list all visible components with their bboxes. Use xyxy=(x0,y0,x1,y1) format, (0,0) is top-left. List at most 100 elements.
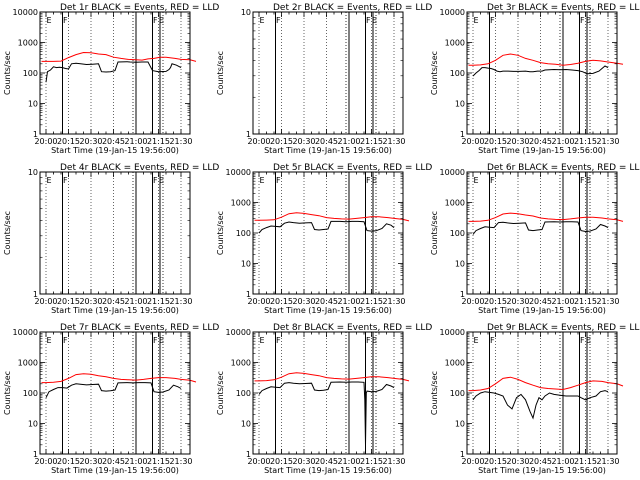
y-tick-label: 10000 xyxy=(440,328,465,337)
flag-label: E xyxy=(586,176,591,185)
y-axis-label: Counts/sec xyxy=(430,371,439,415)
x-tick-label: 21:30 xyxy=(382,297,405,306)
flag-label: F xyxy=(153,16,158,25)
y-tick-label: 1 xyxy=(33,130,38,139)
x-tick-label: 20:45 xyxy=(315,457,338,466)
series-events xyxy=(472,65,609,77)
x-tick-label: 21:00 xyxy=(124,137,147,146)
flag-label: F xyxy=(153,336,158,345)
y-axis-label: Counts/sec xyxy=(430,51,439,95)
x-axis-label: Start Time (19-Jan-15 19:56:00) xyxy=(264,146,392,155)
flag-label: E xyxy=(474,336,479,345)
series-lld xyxy=(41,373,197,384)
y-axis-label: Counts/sec xyxy=(216,51,225,95)
y-tick-label: 100 xyxy=(450,69,465,78)
x-axis-label: Start Time (19-Jan-15 19:56:00) xyxy=(478,146,606,155)
x-tick-label: 20:15 xyxy=(57,297,80,306)
plot-frame xyxy=(252,11,404,135)
flag-label: E xyxy=(47,336,52,345)
y-tick-label: 1000 xyxy=(445,359,465,368)
y-tick-label: 100 xyxy=(450,229,465,238)
x-tick-label: 21:00 xyxy=(124,457,147,466)
flag-label: E xyxy=(474,16,479,25)
x-tick-label: 20:00 xyxy=(34,297,57,306)
y-tick-label: 10 xyxy=(28,168,38,177)
y-tick-label: 10000 xyxy=(440,168,465,177)
x-tick-label: 20:00 xyxy=(34,137,57,146)
x-tick-label: 21:30 xyxy=(596,457,619,466)
x-tick-label: 20:45 xyxy=(102,457,125,466)
flag-label: F xyxy=(490,16,495,25)
x-tick-label: 21:30 xyxy=(169,137,192,146)
y-tick-label: 1 xyxy=(246,450,251,459)
flag-label: F xyxy=(366,16,371,25)
flag-label: F xyxy=(490,176,495,185)
flag-label: E xyxy=(47,176,52,185)
y-tick-label: 10 xyxy=(455,260,465,269)
flag-label: F xyxy=(366,336,371,345)
x-tick-label: 20:15 xyxy=(484,297,507,306)
x-tick-label: 20:30 xyxy=(79,457,102,466)
x-tick-label: 20:00 xyxy=(461,137,484,146)
x-tick-label: 21:00 xyxy=(337,137,360,146)
x-axis-label: Start Time (19-Jan-15 19:56:00) xyxy=(264,306,392,315)
x-tick-label: 21:30 xyxy=(382,137,405,146)
y-tick-label: 1000 xyxy=(445,39,465,48)
x-tick-label: 20:30 xyxy=(506,457,529,466)
flag-label: E xyxy=(372,16,377,25)
x-axis-label: Start Time (19-Jan-15 19:56:00) xyxy=(51,146,179,155)
flag-label: E xyxy=(159,176,164,185)
flag-label: F xyxy=(276,16,281,25)
series-lld xyxy=(254,372,410,382)
y-tick-label: 10 xyxy=(241,8,251,17)
y-tick-label: 10 xyxy=(28,420,38,429)
x-tick-label: 21:30 xyxy=(596,137,619,146)
flag-label: F xyxy=(490,336,495,345)
x-tick-label: 21:15 xyxy=(360,457,383,466)
y-tick-label: 1000 xyxy=(231,199,251,208)
series-lld xyxy=(468,53,624,66)
y-tick-label: 1 xyxy=(246,290,251,299)
x-tick-label: 21:15 xyxy=(574,457,597,466)
y-tick-label: 100 xyxy=(23,69,38,78)
panel-title: Det 9r BLACK = Events, RED = LLD xyxy=(487,323,640,333)
flag-label: E xyxy=(260,16,265,25)
x-tick-label: 20:45 xyxy=(102,297,125,306)
panel-title: Det 8r BLACK = Events, RED = LLD xyxy=(273,323,432,333)
x-tick-label: 20:30 xyxy=(292,457,315,466)
flag-label: E xyxy=(474,176,479,185)
x-tick-label: 20:30 xyxy=(292,297,315,306)
x-tick-label: 20:30 xyxy=(79,297,102,306)
x-tick-label: 21:30 xyxy=(169,457,192,466)
y-tick-label: 10000 xyxy=(226,328,251,337)
flag-label: F xyxy=(63,16,68,25)
y-tick-label: 100 xyxy=(236,389,251,398)
x-tick-label: 21:15 xyxy=(147,137,170,146)
x-tick-label: 21:15 xyxy=(574,297,597,306)
x-tick-label: 21:15 xyxy=(147,457,170,466)
y-tick-label: 1 xyxy=(33,450,38,459)
y-tick-label: 100 xyxy=(450,389,465,398)
x-tick-label: 20:15 xyxy=(484,137,507,146)
flag-label: F xyxy=(580,16,585,25)
y-tick-label: 1000 xyxy=(445,199,465,208)
series-events xyxy=(472,390,609,420)
x-tick-label: 21:00 xyxy=(337,297,360,306)
panel-title: Det 3r BLACK = Events, RED = LLD xyxy=(487,3,640,13)
x-tick-label: 20:30 xyxy=(292,137,315,146)
y-tick-label: 1 xyxy=(460,450,465,459)
x-tick-label: 21:15 xyxy=(574,137,597,146)
flag-label: E xyxy=(47,16,52,25)
x-tick-label: 21:15 xyxy=(147,297,170,306)
x-tick-label: 21:30 xyxy=(382,457,405,466)
x-tick-label: 20:45 xyxy=(315,137,338,146)
y-tick-label: 1 xyxy=(246,130,251,139)
x-tick-label: 20:45 xyxy=(529,457,552,466)
x-tick-label: 21:15 xyxy=(360,297,383,306)
flag-label: E xyxy=(260,336,265,345)
flag-label: F xyxy=(366,176,371,185)
